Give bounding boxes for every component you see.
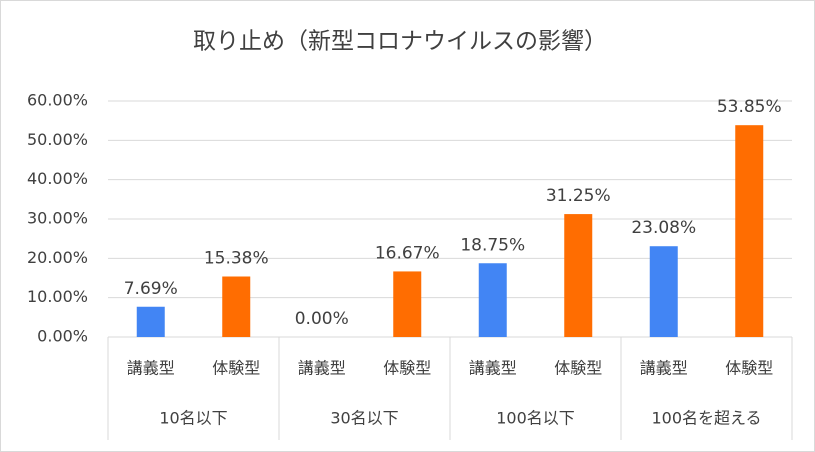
bar (393, 271, 422, 337)
bar (564, 214, 593, 337)
x-tick-label: 講義型 (127, 359, 175, 378)
data-label: 7.69% (124, 279, 178, 299)
y-tick-label: 60.00% (27, 91, 88, 110)
bar (478, 263, 507, 337)
y-tick-label: 40.00% (27, 169, 88, 188)
group-label: 100名を超える (651, 409, 761, 428)
y-tick-label: 20.00% (27, 248, 88, 267)
chart-title: 取り止め（新型コロナウイルスの影響） (193, 29, 607, 55)
bar (735, 125, 764, 337)
group-label: 10名以下 (159, 409, 227, 428)
data-label: 23.08% (631, 218, 696, 238)
x-tick-label: 講義型 (640, 359, 688, 378)
x-tick-label: 体験型 (383, 359, 431, 378)
x-tick-label: 体験型 (212, 359, 260, 378)
x-tick-label: 体験型 (554, 359, 602, 378)
x-tick-label: 講義型 (469, 359, 517, 378)
data-label: 0.00% (295, 309, 349, 329)
y-tick-label: 50.00% (27, 130, 88, 149)
group-label: 100名以下 (496, 409, 575, 428)
y-tick-label: 30.00% (27, 209, 88, 228)
x-tick-label: 講義型 (298, 359, 346, 378)
data-label: 53.85% (717, 97, 782, 117)
group-label: 30名以下 (330, 409, 398, 428)
data-label: 31.25% (546, 186, 611, 206)
bar (136, 306, 165, 337)
x-tick-label: 体験型 (725, 359, 773, 378)
y-tick-label: 0.00% (37, 327, 88, 346)
data-label: 18.75% (460, 235, 525, 255)
bar (649, 246, 678, 337)
y-tick-label: 10.00% (27, 287, 88, 306)
data-label: 15.38% (204, 249, 269, 269)
data-label: 16.67% (375, 243, 440, 263)
bar (222, 276, 251, 337)
